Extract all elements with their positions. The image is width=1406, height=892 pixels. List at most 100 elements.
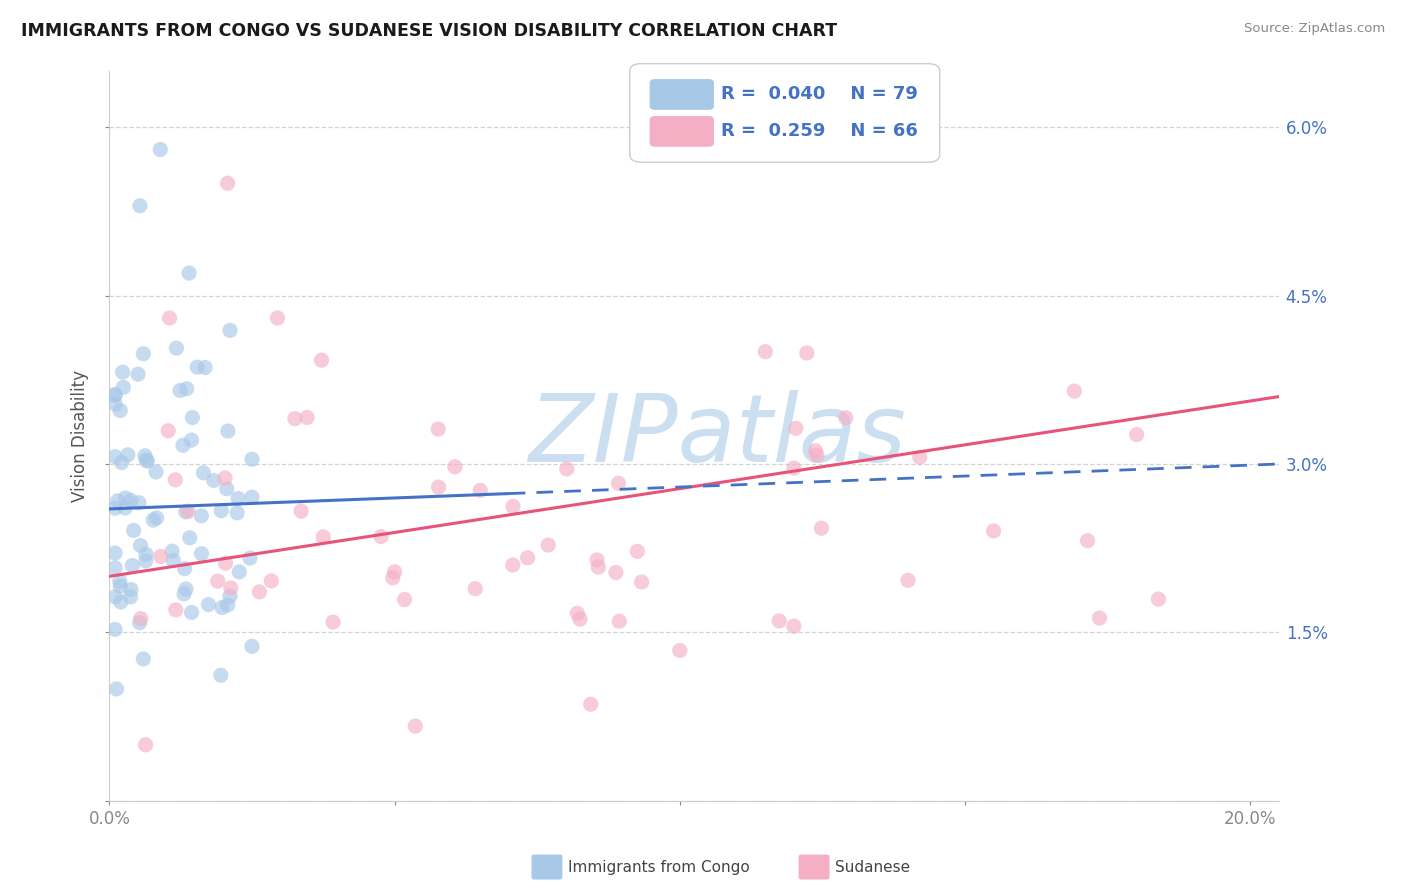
- Point: [567, 607, 589, 621]
- Point: [173, 561, 195, 575]
- FancyBboxPatch shape: [650, 79, 714, 110]
- Point: [219, 323, 242, 337]
- Point: [897, 574, 920, 588]
- Point: [145, 511, 167, 525]
- Point: [181, 410, 204, 425]
- Point: [214, 471, 236, 485]
- Point: [104, 387, 127, 401]
- Y-axis label: Vision Disability: Vision Disability: [72, 370, 89, 502]
- Point: [104, 450, 127, 464]
- Point: [516, 550, 538, 565]
- Point: [219, 589, 242, 603]
- Point: [165, 473, 187, 487]
- FancyBboxPatch shape: [650, 116, 714, 147]
- Point: [626, 544, 648, 558]
- Text: Source: ZipAtlas.com: Source: ZipAtlas.com: [1244, 22, 1385, 36]
- Point: [311, 353, 333, 368]
- Point: [312, 530, 335, 544]
- Point: [129, 199, 152, 213]
- Point: [135, 453, 157, 467]
- Point: [1147, 592, 1170, 607]
- Point: [217, 598, 239, 612]
- Point: [180, 606, 202, 620]
- Point: [174, 582, 197, 596]
- Point: [370, 529, 392, 543]
- Point: [169, 384, 191, 398]
- Point: [209, 668, 232, 682]
- Point: [214, 556, 236, 570]
- Point: [219, 581, 242, 595]
- Point: [470, 483, 492, 498]
- Point: [110, 403, 132, 417]
- Point: [783, 461, 806, 475]
- Point: [135, 547, 157, 561]
- Point: [239, 551, 262, 566]
- Point: [983, 524, 1005, 538]
- Point: [284, 411, 307, 425]
- Point: [427, 480, 450, 494]
- Point: [111, 365, 134, 379]
- Point: [132, 652, 155, 666]
- Point: [142, 513, 165, 527]
- Point: [586, 553, 609, 567]
- Point: [1088, 611, 1111, 625]
- Point: [754, 344, 776, 359]
- Point: [1077, 533, 1099, 548]
- Point: [117, 448, 139, 462]
- Point: [104, 388, 127, 402]
- Point: [502, 558, 524, 572]
- Point: [228, 565, 250, 579]
- Point: [240, 490, 263, 504]
- Point: [605, 566, 627, 580]
- Point: [112, 380, 135, 394]
- Point: [783, 619, 806, 633]
- Point: [555, 462, 578, 476]
- Point: [132, 347, 155, 361]
- Point: [128, 496, 150, 510]
- Point: [207, 574, 229, 588]
- Point: [226, 506, 249, 520]
- Point: [120, 582, 142, 597]
- Point: [190, 547, 212, 561]
- Point: [179, 531, 201, 545]
- Point: [190, 508, 212, 523]
- Point: [226, 491, 249, 506]
- Point: [145, 465, 167, 479]
- Point: [104, 623, 127, 637]
- Point: [122, 524, 145, 538]
- Point: [176, 382, 198, 396]
- FancyBboxPatch shape: [630, 63, 939, 162]
- Point: [810, 521, 832, 535]
- Point: [768, 614, 790, 628]
- Point: [121, 558, 143, 573]
- Point: [209, 504, 232, 518]
- Point: [588, 560, 610, 574]
- Point: [630, 575, 652, 590]
- Point: [105, 681, 128, 696]
- Point: [240, 452, 263, 467]
- Point: [211, 600, 233, 615]
- Point: [104, 397, 127, 411]
- Point: [404, 719, 426, 733]
- Point: [193, 466, 215, 480]
- Point: [149, 549, 172, 564]
- Point: [177, 504, 200, 518]
- Point: [394, 592, 416, 607]
- Text: Sudanese: Sudanese: [835, 860, 910, 874]
- Point: [174, 505, 197, 519]
- Point: [134, 449, 156, 463]
- Point: [162, 553, 184, 567]
- Point: [322, 615, 344, 629]
- Point: [127, 368, 149, 382]
- Point: [129, 539, 152, 553]
- Point: [135, 554, 157, 568]
- Point: [173, 587, 195, 601]
- Text: R =  0.259    N = 66: R = 0.259 N = 66: [721, 122, 918, 140]
- Text: ZIPatlas: ZIPatlas: [529, 391, 907, 482]
- Point: [129, 612, 152, 626]
- Point: [104, 590, 127, 604]
- Point: [579, 697, 602, 711]
- Point: [215, 482, 238, 496]
- Point: [537, 538, 560, 552]
- Point: [197, 598, 219, 612]
